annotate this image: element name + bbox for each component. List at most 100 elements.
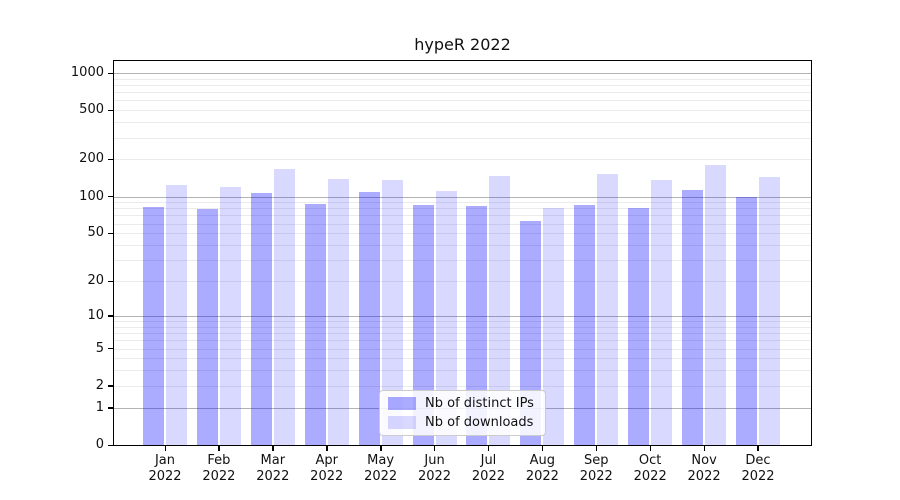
minor-gridline: [114, 321, 811, 323]
bar-downloads-nov: [705, 165, 727, 445]
x-tick-year: 2022: [202, 469, 236, 484]
minor-gridline: [114, 326, 811, 328]
y-tick-label: 200: [79, 151, 104, 167]
x-tick-year: 2022: [471, 469, 505, 484]
y-tick-label: 500: [79, 102, 104, 118]
legend: Nb of distinct IPs Nb of downloads: [379, 390, 546, 436]
minor-gridline: [114, 78, 811, 80]
y-tick-mark: [108, 196, 113, 198]
minor-gridline: [114, 85, 811, 86]
y-tick-label: 10: [87, 307, 104, 323]
x-tick-label: Jan 2022: [133, 453, 197, 485]
x-tick-label: Mar 2022: [241, 453, 305, 485]
minor-gridline: [114, 122, 811, 124]
x-tick-year: 2022: [579, 469, 613, 484]
legend-swatch-downloads: [388, 416, 416, 429]
x-tick-mark: [272, 446, 274, 451]
y-tick-mark: [108, 158, 113, 161]
y-tick-label: 2: [95, 377, 104, 393]
minor-gridline: [114, 110, 811, 112]
x-tick-year: 2022: [525, 469, 559, 484]
legend-label-downloads: Nb of downloads: [425, 415, 534, 430]
x-tick-label: Nov 2022: [672, 453, 736, 485]
x-tick-label: Feb 2022: [187, 453, 251, 485]
x-tick-year: 2022: [364, 469, 398, 484]
y-tick-label: 100: [79, 188, 104, 204]
legend-swatch-distinct-ips: [388, 397, 416, 410]
x-tick-mark: [164, 446, 166, 451]
bar-downloads-jan: [166, 184, 187, 445]
y-tick-mark: [108, 72, 113, 74]
x-tick-month: Apr: [315, 453, 338, 468]
x-tick-mark: [541, 446, 544, 451]
major-gridline: [114, 315, 811, 317]
minor-gridline: [114, 333, 811, 335]
bar-downloads-mar: [273, 169, 295, 445]
y-tick-mark: [108, 315, 113, 317]
y-tick-label: 20: [87, 273, 104, 289]
y-tick-mark: [108, 232, 113, 235]
x-tick-label: Dec 2022: [726, 453, 790, 485]
bar-downloads-may: [381, 180, 403, 445]
major-gridline: [114, 196, 811, 198]
bar-distinct-ips-jun: [412, 205, 434, 445]
x-tick-mark: [595, 446, 598, 451]
y-tick-label: 50: [87, 225, 104, 241]
x-tick-label: Aug 2022: [510, 453, 574, 485]
minor-gridline: [114, 370, 811, 372]
x-tick-month: Jun: [424, 453, 445, 468]
minor-gridline: [114, 223, 811, 225]
x-tick-month: May: [367, 453, 395, 468]
x-tick-year: 2022: [148, 469, 182, 484]
x-tick-mark: [218, 446, 220, 451]
y-tick-label: 1: [95, 399, 104, 415]
bar-downloads-sep: [597, 174, 619, 445]
x-tick-year: 2022: [741, 469, 775, 484]
bar-downloads-jul: [489, 175, 511, 445]
x-tick-mark: [434, 446, 436, 451]
x-tick-month: Dec: [745, 453, 771, 468]
minor-gridline: [114, 348, 811, 350]
bar-distinct-ips-sep: [574, 205, 596, 445]
minor-gridline: [114, 340, 811, 342]
bar-downloads-aug: [543, 208, 565, 445]
y-tick-mark: [108, 407, 113, 409]
bar-distinct-ips-mar: [250, 193, 272, 445]
legend-item-distinct-ips: Nb of distinct IPs: [388, 396, 537, 411]
x-tick-label: Jun 2022: [403, 453, 467, 485]
x-tick-label: Sep 2022: [564, 453, 628, 485]
x-tick-label: Jul 2022: [456, 453, 520, 485]
minor-gridline: [114, 245, 811, 247]
x-tick-mark: [326, 446, 328, 451]
y-tick-mark: [108, 444, 113, 446]
minor-gridline: [114, 92, 811, 94]
minor-gridline: [114, 233, 811, 235]
minor-gridline: [114, 281, 811, 283]
x-tick-mark: [649, 446, 652, 451]
x-tick-label: Apr 2022: [295, 453, 359, 485]
bar-distinct-ips-jan: [143, 207, 164, 445]
y-tick-mark: [108, 385, 113, 387]
y-tick-label: 5: [95, 340, 104, 356]
bar-downloads-dec: [758, 177, 780, 445]
y-tick-mark: [108, 348, 113, 350]
legend-label-distinct-ips: Nb of distinct IPs: [425, 396, 534, 411]
chart-title: hypeR 2022: [414, 35, 511, 54]
bar-downloads-feb: [219, 187, 241, 445]
minor-gridline: [114, 385, 811, 387]
x-tick-mark: [757, 446, 759, 451]
x-tick-month: Nov: [691, 453, 717, 468]
bar-downloads-jun: [435, 190, 457, 445]
y-tick-mark: [108, 109, 113, 112]
y-tick-label: 0: [95, 437, 104, 452]
y-tick-label: 1000: [70, 65, 104, 80]
x-tick-month: Sep: [584, 453, 609, 468]
x-tick-month: Aug: [529, 453, 556, 468]
bar-distinct-ips-dec: [735, 196, 757, 445]
x-tick-mark: [487, 446, 490, 451]
x-tick-month: Mar: [260, 453, 286, 468]
legend-item-downloads: Nb of downloads: [388, 415, 537, 430]
